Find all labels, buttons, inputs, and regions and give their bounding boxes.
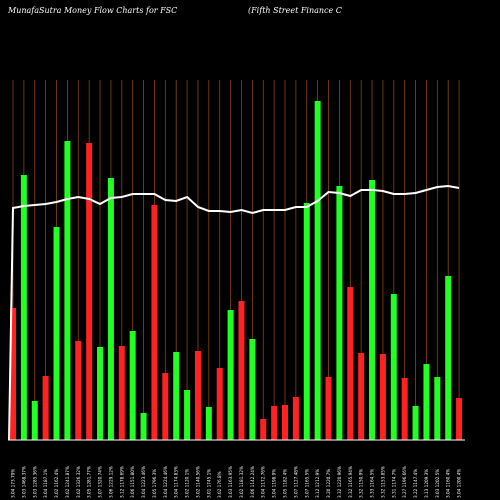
x-tick-label: 3.31 1174.7% <box>391 469 396 498</box>
x-tick-label: 3.02 1326.32% <box>76 466 81 498</box>
x-tick-label: 3.04 1200.4% <box>457 469 462 498</box>
x-tick-label: 3.02 1120.1% <box>185 469 190 498</box>
bar-down <box>118 346 125 440</box>
bar-up <box>369 180 376 440</box>
bar-down <box>292 397 299 440</box>
bar-up <box>184 390 191 440</box>
bar-down <box>379 354 386 440</box>
bar-down <box>10 308 16 440</box>
x-tick-label: 3.06 1142.24% <box>250 466 255 498</box>
bar-down <box>271 406 278 440</box>
bar-up <box>97 347 104 440</box>
x-tick-label: 3.04 1198.9% <box>272 469 277 498</box>
bar-down <box>325 377 332 440</box>
x-tick-label: 3.12 1212.9% <box>315 469 320 498</box>
bar-down <box>238 301 245 440</box>
bar-up <box>336 186 343 440</box>
x-tick-label: 3.02 1162.4% <box>54 469 59 498</box>
bar-up <box>129 331 136 440</box>
x-tick-label: 3.01 1745.1% <box>206 469 211 498</box>
x-tick-label: 3.33 1164.5% <box>370 469 375 498</box>
bar-down <box>358 353 365 440</box>
bar-down <box>194 351 201 440</box>
bar-down <box>151 205 158 440</box>
bar-down <box>456 398 463 440</box>
x-tick-label: 3.04 1187.1% <box>43 469 48 498</box>
bar-down <box>216 368 223 440</box>
x-tick-label: 3.07 1165.5% <box>304 469 309 498</box>
x-tick-label: 3.05 1182.4% <box>283 469 288 498</box>
x-tick-label: 3.04 1172.76% <box>261 466 266 498</box>
x-tick-label: 3.07 1320.74% <box>98 466 103 498</box>
chart-title: MunafaSutra Money Flow Charts for FSC <box>7 6 177 15</box>
x-tick-label: 3.22 1147.4% <box>413 469 418 498</box>
x-tick-labels: 3.04 173.79% 3.03 1468.37% 3.03 1285.36% 3.… <box>11 466 462 498</box>
bar-down <box>42 376 49 440</box>
x-tick-label: 3.03 1468.37% <box>21 466 26 498</box>
x-tick-label: 3.03 1285.36% <box>32 466 37 498</box>
x-tick-label: 3.05 1796.3% <box>152 469 157 498</box>
bar-up <box>227 310 234 440</box>
x-tick-label: 3.04 1160.4% <box>446 469 451 498</box>
x-tick-label: 3.32 1220.96% <box>337 466 342 498</box>
bar-up <box>20 175 27 440</box>
x-tick-label: 3.05 1281.77% <box>87 466 92 498</box>
x-tick-label: 3.12 1178.69% <box>119 466 124 498</box>
chart-subtitle: (Fifth Street Finance C <box>248 6 342 15</box>
money-flow-line <box>8 184 460 441</box>
x-tick-label: 3.13 1209.3% <box>424 469 429 498</box>
x-tick-label: 3.04 1223.46% <box>141 466 146 498</box>
bar-up <box>31 401 38 440</box>
x-tick-label: 3.32 1150.9% <box>359 469 364 498</box>
x-tick-label: 3.06 1151.80% <box>130 466 135 498</box>
bar-up <box>249 339 256 440</box>
bar-up <box>412 406 419 440</box>
x-tick-label: 3.04 1174.83% <box>174 466 179 498</box>
bar-up <box>390 294 397 440</box>
bar-down <box>162 373 169 440</box>
bar-down <box>401 378 408 440</box>
x-tick-label: 3.06 1229.12% <box>108 466 113 498</box>
x-tick-label: 3.32 1165.94% <box>348 466 353 498</box>
bar-down <box>86 143 93 440</box>
bar-up <box>53 227 60 440</box>
x-tick-label: 3.04 173.79% <box>11 469 16 498</box>
x-tick-label: 3.03 1163.95% <box>228 466 233 498</box>
bar-up <box>205 407 212 440</box>
x-tick-label: 3.02 1181.32% <box>239 466 244 498</box>
bar-down <box>75 341 82 440</box>
bar-down <box>282 405 288 440</box>
bars <box>10 101 463 440</box>
bar-up <box>314 101 321 440</box>
bar-up <box>107 178 114 440</box>
bar-up <box>434 377 441 440</box>
x-tick-label: 3.02 1241.87% <box>65 466 70 498</box>
bar-down <box>347 287 354 440</box>
x-tick-label: 3.02 1140.56% <box>195 466 200 498</box>
bar-up <box>64 141 71 440</box>
x-tick-label: 3.27 1196.66% <box>402 466 407 498</box>
bar-up <box>140 413 147 440</box>
bar-up <box>303 203 310 440</box>
bar-up <box>423 364 430 440</box>
x-tick-label: 3.32 1153.85% <box>380 466 385 498</box>
bar-down <box>260 419 267 440</box>
x-tick-label: 3.04 1224.46% <box>163 466 168 498</box>
bar-up <box>445 276 452 440</box>
x-tick-label: 3.03 1202.5% <box>435 469 440 498</box>
bar-up <box>173 352 180 440</box>
x-tick-label: 3.02 176.8% <box>217 471 222 498</box>
x-tick-label: 3.20 1220.7% <box>326 469 331 498</box>
x-tick-label: 3.07 1127.48% <box>293 466 298 498</box>
